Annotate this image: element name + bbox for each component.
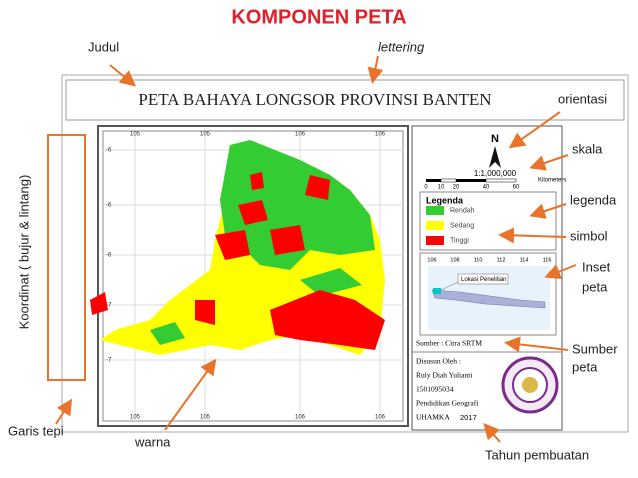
inset-tick: 108 (450, 257, 459, 263)
inset-location (433, 288, 441, 294)
legend-swatch (426, 221, 444, 230)
label-sumber: Sumber (572, 341, 618, 356)
slide-title: KOMPONEN PETA (231, 6, 406, 28)
scale-unit: Kilometers (538, 178, 566, 184)
inset-label: Lokasi Penelitian (461, 277, 506, 283)
label-simbol: simbol (570, 228, 608, 243)
legend-label: Tinggi (450, 237, 469, 244)
scale-tick: 40 (483, 185, 490, 191)
map-title: PETA BAHAYA LONGSOR PROVINSI BANTEN (138, 90, 491, 109)
legend-swatch (426, 236, 444, 245)
left-tick: -7 (106, 358, 112, 364)
label-garis-tepi: Garis tepi (8, 423, 64, 438)
inset-leader (440, 281, 459, 291)
north-label: N (491, 133, 499, 145)
inset-label-box (457, 273, 509, 285)
left-tick: -7 (106, 303, 112, 309)
legend-title: Legenda (426, 195, 464, 205)
label-skala: skala (572, 141, 603, 156)
label-judul: Judul (88, 39, 119, 54)
label-sumber: peta (572, 359, 598, 374)
legend-label: Rendah (450, 207, 475, 214)
top-tick: 106 (295, 132, 306, 138)
label-lettering: lettering (378, 39, 425, 54)
bottom-tick: 106 (295, 415, 306, 421)
top-tick: 106 (375, 132, 386, 138)
inset-tick: 112 (497, 257, 506, 263)
credit-line: Pendidikan Geografi (416, 399, 478, 408)
legend-label: Sedang (450, 222, 474, 229)
inset-tick: 106 (427, 257, 436, 263)
inset-tick: 110 (474, 257, 483, 263)
scale-tick: 20 (453, 185, 460, 191)
scale-ratio: 1:1,000,000 (474, 169, 517, 178)
bottom-tick: 106 (375, 415, 386, 421)
label-orientasi: orientasi (558, 91, 607, 106)
inset-island (431, 289, 546, 309)
institution: UHAMKA (416, 413, 450, 422)
scale-tick: 10 (438, 185, 445, 191)
left-tick: -6 (106, 148, 112, 154)
left-tick: -6 (106, 253, 112, 259)
legend-swatch (426, 206, 444, 215)
top-tick: 105 (200, 132, 211, 138)
map-land (90, 140, 385, 355)
label-warna: warna (134, 434, 171, 449)
label-inset: Inset (582, 259, 611, 274)
koordinat-highlight (47, 134, 86, 381)
arrows (55, 55, 577, 443)
label-inset: peta (582, 279, 608, 294)
top-tick: 105 (130, 132, 141, 138)
scale-tick: 60 (513, 185, 520, 191)
inset-tick: 114 (520, 257, 529, 263)
credit-line: Disusun Oleh : (416, 357, 461, 366)
map-title-box (65, 79, 625, 121)
map-ticks: 105 105 106 106 105 105 106 106 -6 -6 -6… (106, 132, 386, 421)
left-tick: -6 (106, 203, 112, 209)
inset-tick: 116 (543, 257, 552, 263)
label-legenda: legenda (570, 192, 617, 207)
credit-line: 1501095034 (416, 385, 454, 394)
scale-bar (426, 178, 517, 183)
university-logo (501, 356, 559, 414)
label-koordinat: Koordinat ( bujur & lintang) (16, 175, 31, 330)
north-arrow (489, 146, 501, 168)
scale-tick: 0 (424, 185, 428, 191)
label-tahun: Tahun pembuatan (485, 447, 589, 462)
bottom-tick: 105 (130, 415, 141, 421)
credit-line: Ruly Diah Yulianti (416, 371, 472, 380)
year: 2017 (460, 413, 477, 422)
map-source: Sumber : Citra SRTM (416, 339, 482, 348)
bottom-tick: 105 (200, 415, 211, 421)
